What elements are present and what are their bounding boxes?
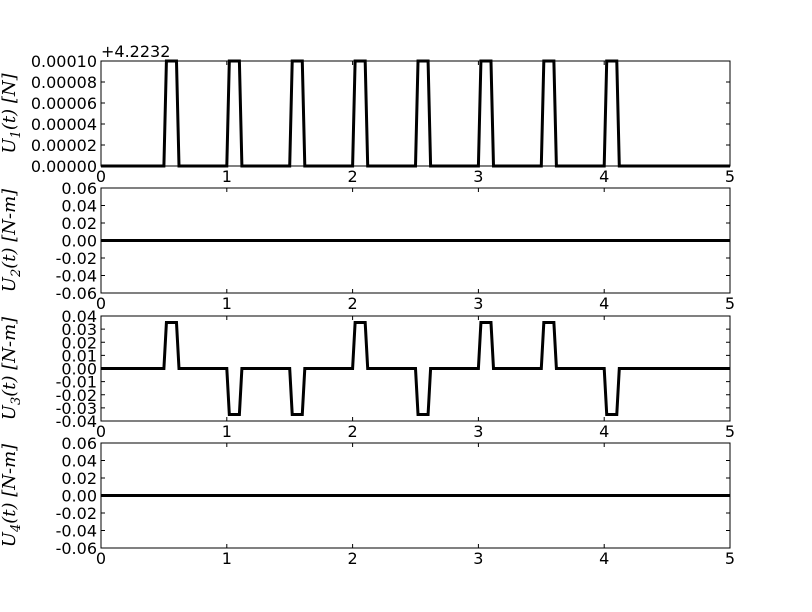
y-tick-label: 0.04 xyxy=(61,307,97,326)
y-tick-label: 0.00 xyxy=(61,487,97,506)
x-tick-label: 1 xyxy=(222,549,232,568)
x-tick-label: 0 xyxy=(96,294,106,313)
y-tick-label: 0.00010 xyxy=(31,52,97,71)
y-tick-label: 0.00008 xyxy=(31,73,97,92)
y-tick-label: 0.00 xyxy=(61,232,97,251)
y-tick-label: 0.01 xyxy=(61,346,97,365)
y-tick-label: 0.00002 xyxy=(31,136,97,155)
x-tick-label: 0 xyxy=(96,549,106,568)
x-tick-label: 1 xyxy=(222,422,232,441)
x-tick-label: 3 xyxy=(473,549,483,568)
x-tick-label: 1 xyxy=(222,167,232,186)
y-tick-label: 0.00006 xyxy=(31,94,97,113)
y-tick-label: -0.02 xyxy=(56,504,97,523)
x-tick-label: 3 xyxy=(473,294,483,313)
x-tick-label: 2 xyxy=(348,422,358,441)
x-tick-label: 2 xyxy=(348,294,358,313)
y-axis-label: U3(t) [N-m] xyxy=(0,316,24,420)
y-tick-label: 0.02 xyxy=(61,469,97,488)
series-line-1-1 xyxy=(101,59,730,168)
x-tick-label: 5 xyxy=(725,549,735,568)
y-tick-label: -0.02 xyxy=(56,386,97,405)
axes-frame xyxy=(100,60,731,167)
x-tick-label: 3 xyxy=(473,422,483,441)
y-tick-label: -0.02 xyxy=(56,249,97,268)
y-tick-label: -0.01 xyxy=(56,373,97,392)
y-tick-label: -0.06 xyxy=(56,284,97,303)
y-axis-label: U4(t) [N-m] xyxy=(0,443,24,547)
y-tick-label: 0.03 xyxy=(61,320,97,339)
x-tick-label: 1 xyxy=(222,294,232,313)
y-tick-label: 0.06 xyxy=(61,434,97,453)
x-tick-label: 2 xyxy=(348,167,358,186)
series-line-3-1 xyxy=(101,321,730,416)
y-tick-label: 0.04 xyxy=(61,452,97,471)
x-tick-label: 5 xyxy=(725,167,735,186)
x-tick-label: 3 xyxy=(473,167,483,186)
y-tick-label: 0.02 xyxy=(61,333,97,352)
x-tick-label: 4 xyxy=(599,167,609,186)
y-tick-label: -0.04 xyxy=(56,412,97,431)
x-tick-label: 2 xyxy=(348,549,358,568)
y-tick-label: 0.00004 xyxy=(31,115,97,134)
subplot-4: 0 1 2 3 4 5 -0.06-0.04-0.020.000.020.040.06 U4(… xyxy=(0,434,735,568)
y-axis-label: U2(t) [N-m] xyxy=(0,188,24,292)
x-tick-label: 4 xyxy=(599,294,609,313)
y-tick-label: -0.06 xyxy=(56,539,97,558)
x-tick-label: 4 xyxy=(599,549,609,568)
y-tick-label: 0.00 xyxy=(61,360,97,379)
x-tick-label: 0 xyxy=(96,422,106,441)
subplot-1: 0 1 2 3 4 5 0.00000 0.00002 0.00004 0.00006 0.0000… xyxy=(0,42,735,186)
x-tick-label: 0 xyxy=(96,167,106,186)
y-tick-label: 0.02 xyxy=(61,214,97,233)
y-tick-label: -0.04 xyxy=(56,522,97,541)
y-tick-label: 0.00000 xyxy=(31,157,97,176)
y-tick-label: 0.04 xyxy=(61,197,97,216)
offset-text: +4.2232 xyxy=(101,42,170,61)
x-tick-label: 5 xyxy=(725,422,735,441)
y-tick-label: 0.06 xyxy=(61,179,97,198)
x-tick-label: 5 xyxy=(725,294,735,313)
subplot-2: 0 1 2 3 4 5 -0.06-0.04-0.020.000.020.040.06 U2(… xyxy=(0,179,735,313)
subplot-3: 0 1 2 3 4 5-0.04-0.03-0.02-0.010.000.010.020.… xyxy=(0,307,735,441)
y-tick-label: -0.03 xyxy=(56,399,97,418)
y-axis-label: U1(t) [N] xyxy=(0,72,24,153)
y-tick-label: -0.04 xyxy=(56,267,97,286)
x-tick-label: 4 xyxy=(599,422,609,441)
